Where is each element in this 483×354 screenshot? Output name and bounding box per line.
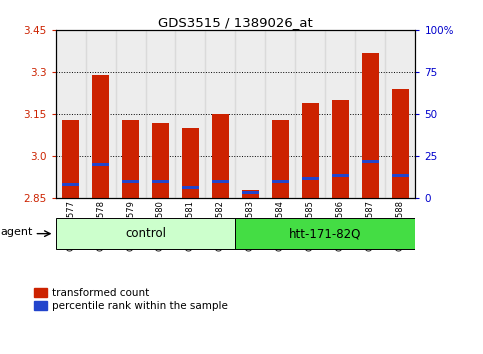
Bar (115, 30, 145, 198)
Bar (62, 120, 79, 198)
Text: htt-171-82Q: htt-171-82Q (289, 227, 362, 240)
Bar (296, 30, 326, 198)
Bar (85, 30, 115, 198)
Bar (92, 163, 109, 166)
FancyBboxPatch shape (56, 218, 236, 249)
Bar (266, 30, 296, 198)
Bar (212, 114, 229, 198)
Bar (392, 174, 409, 177)
Bar (175, 30, 205, 198)
Bar (205, 30, 236, 198)
Bar (362, 52, 379, 198)
Bar (362, 160, 379, 163)
Bar (182, 128, 199, 198)
Bar (92, 75, 109, 198)
Bar (302, 103, 319, 198)
Bar (56, 30, 85, 198)
Bar (272, 180, 289, 183)
Legend: transformed count, percentile rank within the sample: transformed count, percentile rank withi… (34, 289, 228, 311)
Bar (152, 122, 169, 198)
Title: GDS3515 / 1389026_at: GDS3515 / 1389026_at (158, 16, 313, 29)
Bar (392, 89, 409, 198)
FancyBboxPatch shape (236, 218, 415, 249)
Bar (326, 30, 355, 198)
Bar (182, 185, 199, 189)
Bar (302, 177, 319, 180)
Bar (122, 180, 139, 183)
Bar (242, 191, 259, 194)
Bar (385, 30, 415, 198)
Bar (122, 120, 139, 198)
Bar (332, 174, 349, 177)
Bar (212, 180, 229, 183)
Bar (62, 183, 79, 186)
Bar (355, 30, 385, 198)
Text: control: control (125, 227, 166, 240)
Bar (272, 120, 289, 198)
Bar (152, 180, 169, 183)
Bar (332, 100, 349, 198)
Text: agent: agent (0, 227, 32, 237)
Bar (145, 30, 175, 198)
Bar (242, 190, 259, 198)
Bar (236, 30, 266, 198)
